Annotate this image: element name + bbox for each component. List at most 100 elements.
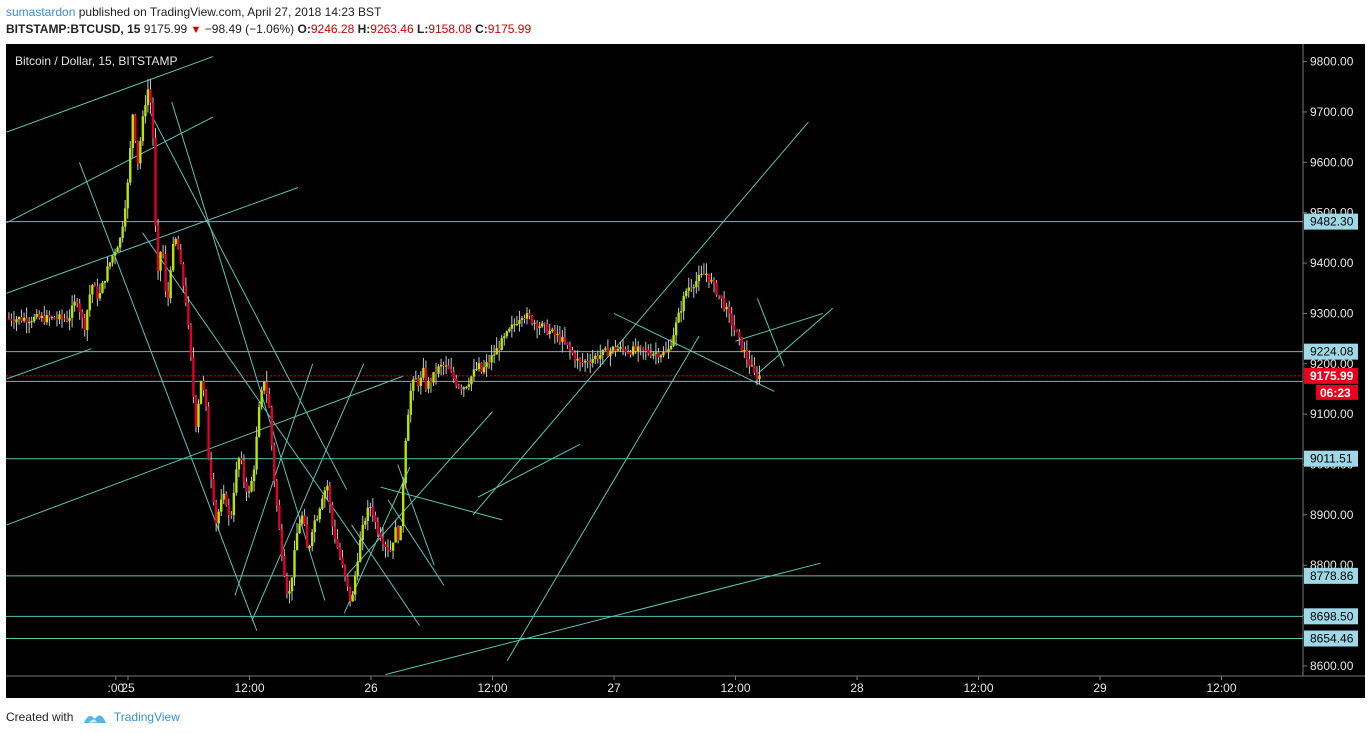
candle-body [43,315,46,323]
candle-body [437,366,440,374]
candle-body [230,515,233,517]
candle-body [715,282,718,296]
time-tick-label: 25 [121,681,135,695]
candle-body [583,360,587,363]
candle-body [197,403,200,427]
level-price-tag [1304,567,1358,584]
candle-body [96,286,99,299]
candle-body [321,498,324,509]
candle-body [202,380,205,391]
candle-body [720,295,723,299]
candle-body [563,337,567,343]
candle-body [687,287,690,291]
candle-body [88,294,92,311]
candle-body [220,499,223,512]
candle-body [341,557,344,566]
candle-body [644,349,647,351]
candle-body [520,318,524,321]
candle-body [298,523,301,534]
candle-body [730,313,733,326]
candle-body [318,508,321,520]
candle-body [242,460,246,482]
candle-body [280,529,284,557]
trendline-drawing[interactable] [78,162,258,631]
trendline-drawing[interactable] [506,335,700,662]
candle-body [326,485,329,491]
candle-body [700,274,703,276]
tradingview-logo-icon [83,715,106,723]
trendline-drawing[interactable] [613,312,775,392]
candle-body [712,279,716,283]
candle-body [118,237,122,248]
time-axis[interactable] [6,676,1365,698]
trendline-drawing[interactable] [6,348,92,380]
chart-title: Bitcoin / Dollar, 15, BITSTAMP [15,54,178,68]
candle-body [707,273,711,282]
candle-body [166,291,170,299]
trendline-drawing[interactable] [346,411,493,576]
candle-body [290,577,294,592]
candle-body [611,346,615,351]
candle-body [209,459,213,479]
author-link[interactable]: sumastardon [6,5,76,19]
trendline-drawing[interactable] [6,56,214,133]
trendline-drawing[interactable] [387,499,445,586]
trendline-drawing[interactable] [6,116,214,224]
candle-body [179,249,182,265]
candle-body [207,406,210,460]
last-price-tag [1304,367,1358,384]
candle-body [523,318,526,320]
candle-body [250,481,253,492]
trendline-drawing[interactable] [6,375,403,526]
candle-body [434,372,438,374]
candle-body [480,363,483,373]
trendline-drawing[interactable] [142,232,360,546]
candle-body [634,346,637,351]
candle-body [283,556,286,577]
candle-body [604,348,607,350]
candle-body [40,315,43,319]
trendline-drawing[interactable] [385,562,821,675]
trendline-drawing[interactable] [477,443,581,498]
candle-body [755,372,759,380]
trendline-drawing[interactable] [6,187,299,294]
trendline-drawing[interactable] [757,308,834,375]
candle-body [364,520,367,525]
low-label: L: [417,22,429,36]
candle-body [745,349,749,360]
trendline-drawing[interactable] [149,111,348,490]
candle-body [733,325,736,330]
time-tick-label: 12:00 [720,681,750,695]
candle-body [477,363,481,370]
tradingview-link[interactable]: TradingView [113,710,180,724]
candle-body [15,319,18,323]
candle-body [331,504,334,527]
candle-body [308,545,311,548]
trendline-drawing[interactable] [397,464,435,566]
close-label: C: [475,22,488,36]
candle-body [447,365,450,369]
trendline-drawing[interactable] [735,312,824,342]
time-tick-label: 12:00 [234,681,264,695]
candle-body [257,406,261,437]
candle-body [240,458,243,461]
candle-body [169,270,172,299]
candle-body [300,515,304,524]
candle-body [540,323,544,327]
chart-plot-area[interactable] [6,44,1303,676]
trendline-drawing[interactable] [251,363,365,621]
level-price-tag-label: 9224.08 [1310,345,1354,359]
level-price-tag [1304,450,1358,467]
candle-body [22,317,26,321]
trendline-drawing[interactable] [380,486,503,521]
candle-body [722,298,726,310]
candle-body [667,348,670,353]
candle-body [333,526,337,539]
trendline-drawing[interactable] [472,121,809,516]
candle-body [356,561,359,576]
candle-body [530,316,534,324]
candle-body [439,364,443,367]
candle-body [601,349,605,356]
candle-body [285,576,289,594]
